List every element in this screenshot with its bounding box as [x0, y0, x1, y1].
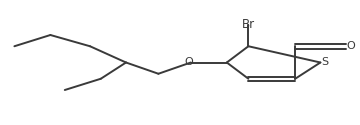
- Text: Br: Br: [242, 18, 255, 31]
- Text: O: O: [185, 57, 193, 67]
- Text: O: O: [347, 41, 355, 51]
- Text: S: S: [321, 57, 328, 67]
